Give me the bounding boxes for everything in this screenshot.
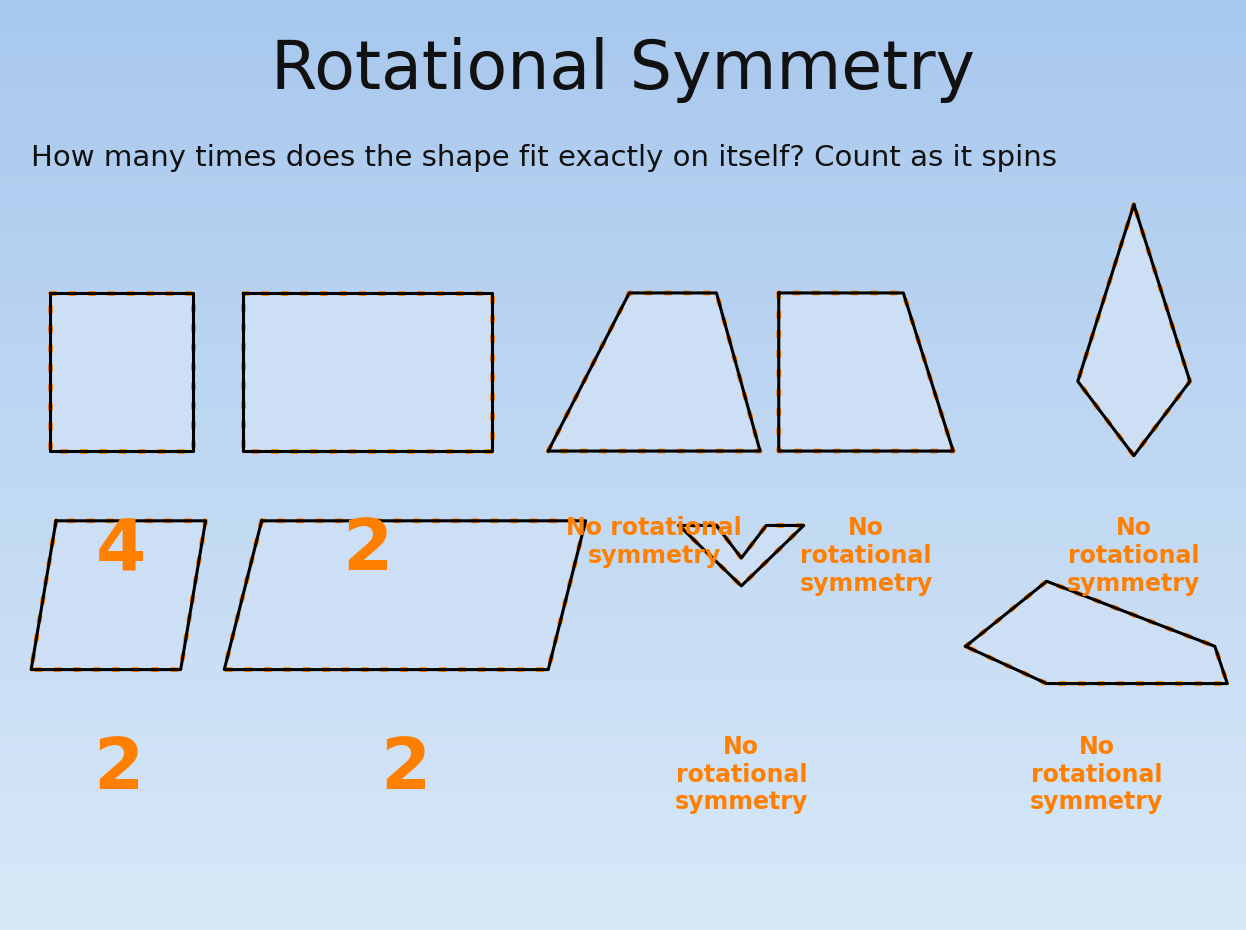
Polygon shape bbox=[779, 293, 953, 451]
Polygon shape bbox=[31, 521, 206, 670]
Polygon shape bbox=[243, 293, 492, 451]
Text: 2: 2 bbox=[343, 516, 392, 585]
Text: How many times does the shape fit exactly on itself? Count as it spins: How many times does the shape fit exactl… bbox=[31, 144, 1057, 172]
Polygon shape bbox=[548, 293, 760, 451]
Text: No
rotational
symmetry: No rotational symmetry bbox=[675, 735, 807, 815]
Text: No
rotational
symmetry: No rotational symmetry bbox=[1068, 516, 1200, 596]
Polygon shape bbox=[1078, 205, 1190, 456]
Text: 4: 4 bbox=[96, 516, 146, 585]
Polygon shape bbox=[679, 525, 804, 586]
Text: No
rotational
symmetry: No rotational symmetry bbox=[1030, 735, 1163, 815]
Polygon shape bbox=[224, 521, 586, 670]
Text: 2: 2 bbox=[380, 735, 430, 804]
Text: No rotational
symmetry: No rotational symmetry bbox=[566, 516, 743, 568]
Text: No
rotational
symmetry: No rotational symmetry bbox=[800, 516, 932, 596]
Text: Rotational Symmetry: Rotational Symmetry bbox=[270, 37, 976, 103]
Text: 2: 2 bbox=[93, 735, 143, 804]
Polygon shape bbox=[966, 581, 1227, 684]
Polygon shape bbox=[50, 293, 193, 451]
